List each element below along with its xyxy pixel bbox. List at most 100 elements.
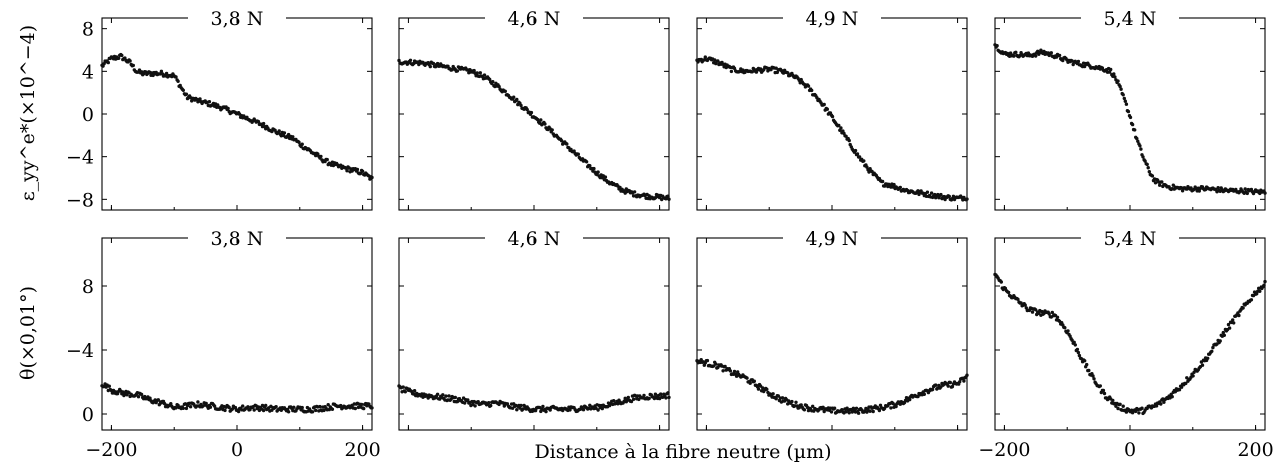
data-point <box>733 370 736 373</box>
data-point <box>632 398 635 401</box>
data-point <box>326 158 329 161</box>
data-point <box>1206 357 1209 360</box>
data-point <box>856 152 859 155</box>
data-point <box>1138 144 1141 147</box>
data-point <box>1074 343 1077 346</box>
data-point <box>541 405 544 408</box>
data-point <box>854 149 857 152</box>
x-tick-label: 0 <box>231 439 243 461</box>
data-point <box>489 404 492 407</box>
data-point <box>1129 116 1132 119</box>
data-point <box>1007 291 1010 294</box>
data-point <box>965 374 968 377</box>
data-point <box>648 397 651 400</box>
data-point <box>409 59 412 62</box>
data-point <box>519 404 522 407</box>
data-point <box>947 384 950 387</box>
data-point <box>857 412 860 415</box>
data-point <box>794 401 797 404</box>
data-point <box>659 392 662 395</box>
data-point <box>1191 374 1194 377</box>
data-point <box>1031 310 1034 313</box>
data-point <box>604 175 607 178</box>
data-point <box>283 131 286 134</box>
data-point <box>596 170 599 173</box>
data-point <box>319 155 322 158</box>
data-point <box>823 103 826 106</box>
data-point <box>140 393 143 396</box>
data-point <box>1263 280 1266 283</box>
data-point <box>588 164 591 167</box>
data-point <box>137 395 140 398</box>
data-point <box>362 407 365 410</box>
data-point <box>1141 155 1144 158</box>
data-point <box>848 411 851 414</box>
data-point <box>287 410 290 413</box>
data-point <box>965 197 968 200</box>
panel-r1c1: 4,6 N <box>397 228 670 430</box>
data-point <box>664 396 667 399</box>
data-point <box>182 407 185 410</box>
data-point <box>1109 68 1112 71</box>
data-point <box>361 170 364 173</box>
data-point <box>360 403 363 406</box>
data-point <box>1216 186 1219 189</box>
data-point <box>444 394 447 397</box>
y-tick-label: −4 <box>66 340 94 362</box>
data-point <box>627 396 630 399</box>
data-point <box>543 122 546 125</box>
data-point <box>1237 314 1240 317</box>
data-point <box>1171 395 1174 398</box>
data-point <box>487 401 490 404</box>
data-point <box>667 396 670 399</box>
data-point <box>291 135 294 138</box>
data-point <box>314 409 317 412</box>
data-point <box>949 381 952 384</box>
data-point <box>246 405 249 408</box>
data-point <box>926 191 929 194</box>
data-point <box>182 89 185 92</box>
data-point <box>530 111 533 114</box>
data-point <box>855 407 858 410</box>
data-point <box>765 388 768 391</box>
data-point <box>413 389 416 392</box>
data-point <box>878 409 881 412</box>
data-point <box>1210 350 1213 353</box>
data-point <box>908 398 911 401</box>
data-point <box>1116 79 1119 82</box>
data-point <box>826 108 829 111</box>
data-point <box>1050 51 1053 54</box>
data-point <box>515 408 518 411</box>
data-point <box>479 71 482 74</box>
panel-r0c3: 5,4 N <box>993 8 1266 210</box>
data-point <box>432 62 435 65</box>
axes-frame <box>399 18 669 210</box>
data-point <box>1201 364 1204 367</box>
data-point <box>930 191 933 194</box>
axes-frame <box>102 238 372 430</box>
data-point <box>253 408 256 411</box>
data-point <box>1122 405 1125 408</box>
data-point <box>1241 306 1244 309</box>
data-point <box>483 73 486 76</box>
data-point <box>311 410 314 413</box>
data-point <box>370 176 373 179</box>
ylabel-bottom: θ(×0,01°) <box>17 286 39 380</box>
x-tick-label: −200 <box>85 439 137 461</box>
data-point <box>666 195 669 198</box>
data-point <box>429 65 432 68</box>
data-point <box>512 96 515 99</box>
data-point <box>585 160 588 163</box>
data-point <box>786 71 789 74</box>
data-point <box>237 410 240 413</box>
data-point <box>1118 403 1121 406</box>
x-tick-label: 200 <box>344 439 380 461</box>
data-point <box>781 396 784 399</box>
data-point <box>633 190 636 193</box>
data-point <box>515 98 518 101</box>
data-point <box>1160 180 1163 183</box>
data-point <box>1159 402 1162 405</box>
x-tick-label: 200 <box>1237 439 1273 461</box>
data-point <box>1140 407 1143 410</box>
